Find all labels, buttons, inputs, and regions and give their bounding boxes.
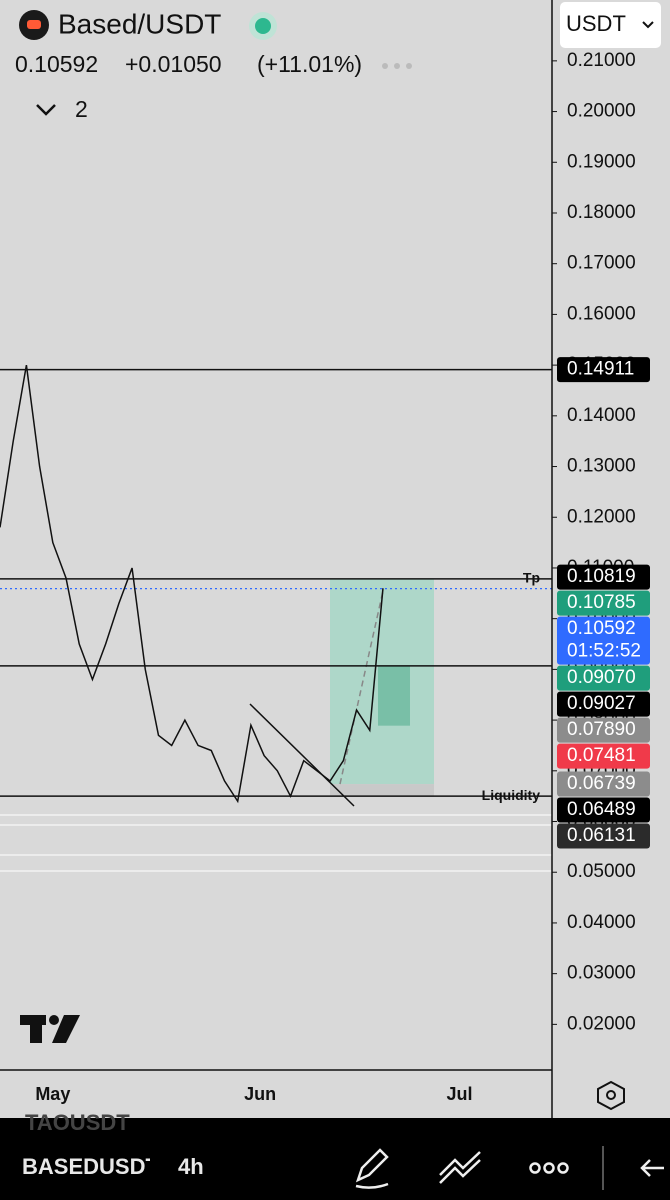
- previous-symbol: TAOUSDT: [25, 1110, 130, 1135]
- price-tag: [557, 590, 650, 616]
- price-tag-label: 0.07890: [567, 719, 636, 740]
- x-tick-label: Jul: [447, 1084, 473, 1104]
- price-tag-label: 0.06739: [567, 773, 636, 794]
- plot: Tp Liquidity: [0, 364, 552, 872]
- price-tag-label: 0.10592: [567, 618, 636, 639]
- more-icon[interactable]: [529, 1162, 569, 1174]
- y-tick-label: 0.19000: [567, 151, 636, 172]
- price-tag: [557, 771, 650, 797]
- price-tag: [557, 616, 650, 665]
- price-tag-label: 0.06131: [567, 825, 636, 846]
- x-tick-label: Jun: [244, 1084, 276, 1104]
- price-tag-label: 0.09027: [567, 693, 636, 714]
- price-tag-label: 0.09070: [567, 667, 636, 688]
- currency-label[interactable]: USDT: [566, 11, 626, 36]
- last-price: 0.10592: [15, 51, 98, 77]
- y-tick-label: 0.14000: [567, 405, 636, 426]
- level-label: Tp: [523, 570, 540, 586]
- y-tick-label: 0.04000: [567, 912, 636, 933]
- price-change: +0.01050: [125, 51, 222, 77]
- entry-zone: [378, 665, 410, 726]
- more-dots: [382, 63, 412, 69]
- price-change-pct: (+11.01%): [257, 51, 362, 77]
- coin-icon-mark: [27, 20, 41, 29]
- y-tick-label: 0.03000: [567, 963, 636, 984]
- status-dot: [255, 18, 271, 34]
- y-tick-label: 0.02000: [567, 1013, 636, 1034]
- price-line: [0, 364, 384, 804]
- back-icon[interactable]: [640, 1159, 664, 1177]
- indicator-count[interactable]: 2: [75, 96, 88, 122]
- y-tick-label: 0.12000: [567, 506, 636, 527]
- price-tag: [557, 665, 650, 691]
- tv-logo: [20, 1015, 80, 1043]
- settings-icon-center[interactable]: [606, 1090, 616, 1100]
- price-tag: [557, 743, 650, 769]
- trend-tool-icon[interactable]: [439, 1151, 481, 1184]
- interval[interactable]: 4h: [178, 1154, 204, 1179]
- settings-icon[interactable]: [597, 1080, 625, 1111]
- currency-select[interactable]: [560, 2, 661, 48]
- y-tick-label: 0.17000: [567, 253, 636, 274]
- y-tick-label: 0.16000: [567, 303, 636, 324]
- price-tag: [557, 691, 650, 717]
- y-tick-label: 0.05000: [567, 861, 636, 882]
- price-tag-label: 0.14911: [567, 359, 634, 380]
- price-tag: [557, 357, 650, 383]
- collapse-chevron[interactable]: [36, 104, 56, 116]
- y-tick-label: 0.21000: [567, 50, 636, 71]
- y-tick-label: 0.18000: [567, 202, 636, 223]
- price-tag: [557, 717, 650, 743]
- level-label: Liquidity: [482, 787, 541, 803]
- y-tick-label: 0.13000: [567, 456, 636, 477]
- price-tag-label: 0.10785: [567, 592, 636, 613]
- draw-tool-icon[interactable]: [355, 1148, 389, 1189]
- trendline: [249, 703, 355, 807]
- toolbar-symbol[interactable]: BASEDUSDT: [22, 1154, 159, 1179]
- x-tick-label: May: [35, 1084, 70, 1104]
- time-axis: May Jun Jul: [35, 1084, 472, 1104]
- price-tag: [557, 797, 650, 823]
- symbol-clip: BASEDUSDT: [22, 1154, 159, 1179]
- position-loss-zone: [330, 784, 434, 797]
- price-tag: [557, 564, 650, 590]
- symbol: Based/USDT: [58, 8, 221, 39]
- price-tag-label: 0.06489: [567, 799, 636, 820]
- price-tag-countdown: 01:52:52: [567, 641, 641, 662]
- price-tag: [557, 823, 650, 849]
- price-tag-label: 0.07481: [567, 745, 636, 766]
- price-tag-label: 0.10819: [567, 566, 636, 587]
- projection: [339, 590, 384, 785]
- toolbar: [0, 1118, 670, 1200]
- y-tick-label: 0.20000: [567, 101, 636, 122]
- currency-chevron[interactable]: [642, 21, 654, 29]
